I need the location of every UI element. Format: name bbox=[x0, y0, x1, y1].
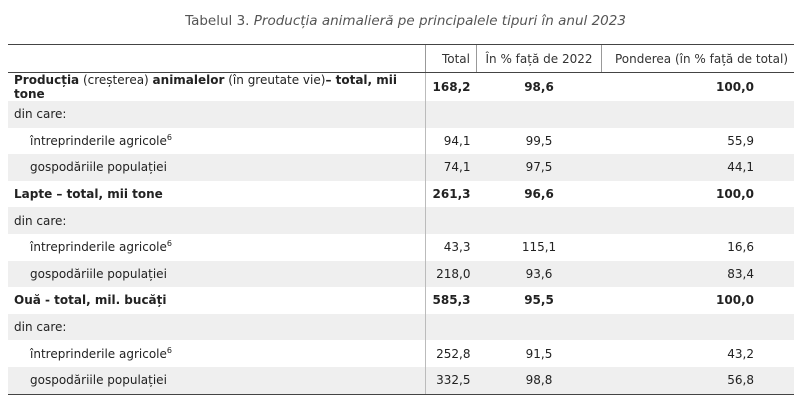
cell-pct-2022: 99,5 bbox=[476, 127, 602, 155]
cell-total: 261,3 bbox=[425, 180, 477, 208]
table-number: Tabelul 3. bbox=[185, 13, 250, 29]
cell-pct-2022: 93,6 bbox=[476, 260, 602, 288]
row-label: din care: bbox=[8, 313, 426, 341]
row-label: întreprinderile agricole6 bbox=[8, 340, 426, 367]
cell-total: 332,5 bbox=[425, 366, 477, 395]
cell-pct-2022: 96,6 bbox=[476, 180, 602, 208]
cell-total: 252,8 bbox=[425, 340, 477, 367]
table-row: Ouă - total, mil. bucăți 585,3 95,5 100,… bbox=[8, 287, 794, 314]
cell-share: 44,1 bbox=[601, 154, 794, 181]
row-label: gospodăriile populației bbox=[8, 366, 426, 395]
cell-share: 56,8 bbox=[601, 366, 794, 395]
cell-pct-2022: 98,8 bbox=[476, 366, 602, 395]
production-table: Total În % față de 2022 Ponderea (în % f… bbox=[8, 44, 794, 395]
header-share: Ponderea (în % față de total) bbox=[601, 44, 794, 73]
table-row: din care: bbox=[8, 313, 794, 341]
row-label: din care: bbox=[8, 207, 426, 234]
cell-total: 168,2 bbox=[425, 72, 477, 101]
table-row: întreprinderile agricole6 94,1 99,5 55,9 bbox=[8, 127, 794, 155]
header-category bbox=[8, 44, 426, 73]
cell-share: 83,4 bbox=[601, 260, 794, 288]
table-row: din care: bbox=[8, 101, 794, 128]
table-row: Producția (creșterea) animalelor (în gre… bbox=[8, 72, 794, 101]
table-row: întreprinderile agricole6 252,8 91,5 43,… bbox=[8, 340, 794, 367]
cell-share: 100,0 bbox=[601, 180, 794, 208]
table-row: gospodăriile populației 218,0 93,6 83,4 bbox=[8, 260, 794, 288]
row-label: Ouă - total, mil. bucăți bbox=[8, 287, 426, 314]
cell-pct-2022: 115,1 bbox=[476, 233, 602, 261]
table-row: gospodăriile populației 74,1 97,5 44,1 bbox=[8, 154, 794, 181]
header-row: Total În % față de 2022 Ponderea (în % f… bbox=[8, 44, 794, 73]
cell-total: 74,1 bbox=[425, 154, 477, 181]
cell-pct-2022: 98,6 bbox=[476, 72, 602, 101]
table-row: Lapte – total, mii tone 261,3 96,6 100,0 bbox=[8, 180, 794, 208]
row-label: gospodăriile populației bbox=[8, 260, 426, 288]
cell-pct-2022: 97,5 bbox=[476, 154, 602, 181]
cell-total: 43,3 bbox=[425, 233, 477, 261]
table-caption: Tabelul 3. Producția animalieră pe princ… bbox=[0, 10, 811, 32]
cell-total: 94,1 bbox=[425, 127, 477, 155]
cell-share: 100,0 bbox=[601, 72, 794, 101]
row-label: gospodăriile populației bbox=[8, 154, 426, 181]
header-total: Total bbox=[425, 44, 477, 73]
row-label: întreprinderile agricole6 bbox=[8, 233, 426, 261]
row-label: Producția (creșterea) animalelor (în gre… bbox=[8, 72, 426, 101]
table-row: din care: bbox=[8, 207, 794, 234]
cell-pct-2022: 91,5 bbox=[476, 340, 602, 367]
cell-share: 100,0 bbox=[601, 287, 794, 314]
row-label: întreprinderile agricole6 bbox=[8, 127, 426, 155]
cell-pct-2022: 95,5 bbox=[476, 287, 602, 314]
cell-total: 218,0 bbox=[425, 260, 477, 288]
table-row: întreprinderile agricole6 43,3 115,1 16,… bbox=[8, 233, 794, 261]
cell-share: 16,6 bbox=[601, 233, 794, 261]
cell-share: 43,2 bbox=[601, 340, 794, 367]
header-pct-2022: În % față de 2022 bbox=[476, 44, 602, 73]
cell-total: 585,3 bbox=[425, 287, 477, 314]
row-label: Lapte – total, mii tone bbox=[8, 180, 426, 208]
cell-share: 55,9 bbox=[601, 127, 794, 155]
row-label: din care: bbox=[8, 101, 426, 128]
table-row: gospodăriile populației 332,5 98,8 56,8 bbox=[8, 366, 794, 395]
table-title: Producția animalieră pe principalele tip… bbox=[253, 13, 626, 29]
